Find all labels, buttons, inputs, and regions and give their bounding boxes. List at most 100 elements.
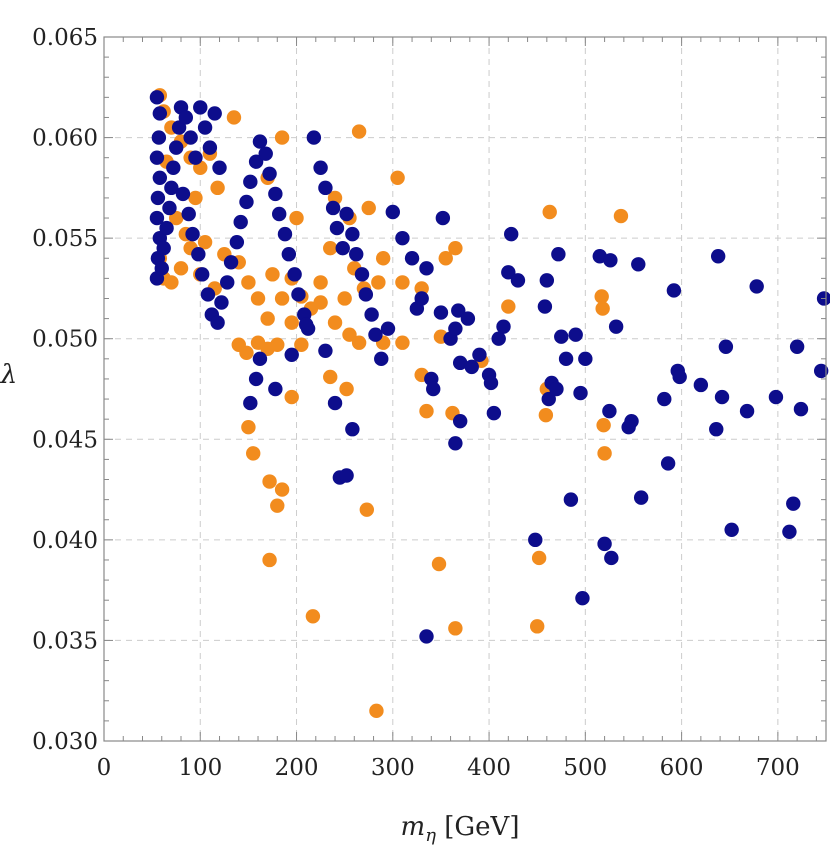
scatter-point-series-1 xyxy=(289,210,304,226)
scatter-point-series-2 xyxy=(162,200,177,216)
scatter-point-series-1 xyxy=(351,124,367,139)
scatter-point-series-1 xyxy=(210,180,225,196)
scatter-point-series-2 xyxy=(223,255,239,270)
y-tick-label: 0.050 xyxy=(32,327,98,353)
scatter-point-series-2 xyxy=(214,295,229,310)
scatter-point-series-2 xyxy=(603,253,618,268)
scatter-point-series-1 xyxy=(262,552,277,568)
scatter-point-series-2 xyxy=(768,389,784,405)
scatter-point-series-1 xyxy=(265,267,280,282)
scatter-point-series-2 xyxy=(672,369,687,385)
scatter-point-series-2 xyxy=(660,456,676,471)
scatter-point-series-2 xyxy=(345,422,360,437)
scatter-point-series-1 xyxy=(241,420,256,435)
scatter-point-series-2 xyxy=(194,267,210,282)
scatter-point-series-2 xyxy=(339,468,354,483)
scatter-point-series-1 xyxy=(239,345,254,360)
scatter-point-series-1 xyxy=(597,446,612,461)
scatter-point-series-2 xyxy=(262,166,277,181)
scatter-point-series-2 xyxy=(486,405,502,421)
scatter-point-series-2 xyxy=(229,234,245,250)
scatter-point-series-2 xyxy=(558,351,574,367)
x-tick-label: 700 xyxy=(756,755,800,781)
scatter-point-series-1 xyxy=(448,621,463,636)
scatter-point-series-2 xyxy=(578,351,593,367)
scatter-point-series-2 xyxy=(496,319,511,334)
scatter-point-series-2 xyxy=(426,381,441,397)
scatter-point-series-2 xyxy=(345,226,360,242)
scatter-point-series-2 xyxy=(364,307,379,322)
scatter-point-series-1 xyxy=(431,556,447,572)
scatter-point-series-2 xyxy=(349,247,364,262)
plot-frame xyxy=(103,36,827,742)
scatter-point-series-1 xyxy=(323,241,338,256)
scatter-point-series-2 xyxy=(786,496,801,511)
scatter-point-series-2 xyxy=(200,287,216,302)
scatter-point-series-1 xyxy=(390,170,405,185)
scatter-point-series-2 xyxy=(448,436,463,451)
scatter-point-series-2 xyxy=(460,311,476,326)
scatter-point-series-1 xyxy=(262,474,277,489)
scatter-point-series-1 xyxy=(270,498,285,513)
scatter-point-series-2 xyxy=(181,206,196,222)
scatter-point-series-2 xyxy=(212,160,227,175)
scatter-point-series-1 xyxy=(414,281,429,296)
scatter-point-series-2 xyxy=(472,347,487,363)
scatter-point-series-2 xyxy=(268,381,283,397)
scatter-point-series-2 xyxy=(380,321,396,336)
scatter-point-series-2 xyxy=(483,375,499,391)
scatter-point-series-2 xyxy=(150,190,166,206)
scatter-point-series-1 xyxy=(327,315,343,330)
scatter-point-series-2 xyxy=(551,247,566,262)
x-tick-label: 500 xyxy=(563,755,607,781)
scatter-point-series-1 xyxy=(531,550,547,566)
scatter-point-series-2 xyxy=(504,226,519,242)
scatter-point-series-2 xyxy=(149,150,165,165)
scatter-point-series-2 xyxy=(464,359,479,375)
scatter-point-series-1 xyxy=(419,403,434,419)
x-tick-label: 200 xyxy=(275,755,319,781)
scatter-point-series-1 xyxy=(188,190,203,206)
y-tick-label: 0.035 xyxy=(32,628,98,654)
scatter-point-series-2 xyxy=(404,251,420,266)
scatter-point-series-1 xyxy=(313,295,328,310)
scatter-point-series-2 xyxy=(154,261,169,276)
scatter-point-series-2 xyxy=(233,214,248,230)
scatter-point-series-1 xyxy=(173,261,189,276)
scatter-point-series-2 xyxy=(782,524,797,540)
scatter-point-series-2 xyxy=(339,206,354,222)
scatter-point-series-2 xyxy=(166,160,181,175)
y-axis-title: λ xyxy=(0,360,17,390)
scatter-point-series-2 xyxy=(793,401,809,417)
scatter-point-series-2 xyxy=(537,299,553,314)
scatter-point-series-1 xyxy=(250,291,266,306)
scatter-point-series-1 xyxy=(274,482,290,497)
scatter-point-series-2 xyxy=(185,226,200,242)
x-axis-title-unit: [GeV] xyxy=(436,812,519,842)
scatter-point-series-1 xyxy=(274,291,290,306)
scatter-point-series-2 xyxy=(385,204,400,220)
scatter-point-series-2 xyxy=(718,339,734,354)
scatter-point-series-2 xyxy=(258,146,273,161)
scatter-point-series-1 xyxy=(270,337,285,352)
scatter-point-series-2 xyxy=(693,377,709,393)
scatter-point-series-2 xyxy=(207,106,222,121)
scatter-point-series-2 xyxy=(541,391,556,407)
scatter-point-series-2 xyxy=(573,385,588,401)
x-axis-title: mη [GeV] xyxy=(401,812,520,846)
x-tick-label: 400 xyxy=(467,755,511,781)
scatter-point-series-1 xyxy=(294,337,309,352)
scatter-point-series-2 xyxy=(433,305,449,320)
scatter-point-series-2 xyxy=(169,140,184,155)
grid-lines xyxy=(103,36,826,742)
scatter-point-series-2 xyxy=(749,279,764,294)
scatter-point-series-1 xyxy=(530,619,545,634)
scatter-point-series-2 xyxy=(239,194,254,210)
data-points xyxy=(149,88,830,719)
scatter-point-series-2 xyxy=(724,522,739,537)
scatter-point-series-2 xyxy=(210,315,225,330)
scatter-point-series-1 xyxy=(351,335,367,350)
scatter-point-series-2 xyxy=(510,273,526,288)
scatter-point-series-2 xyxy=(419,629,434,644)
